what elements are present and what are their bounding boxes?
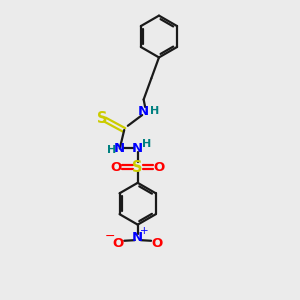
Text: O: O [154,160,165,173]
Text: H: H [107,145,116,155]
Text: N: N [132,142,143,155]
Text: O: O [152,237,163,250]
Text: H: H [150,106,160,116]
Text: N: N [132,231,143,244]
Text: −: − [105,230,116,243]
Text: +: + [140,226,148,236]
Text: H: H [142,139,151,149]
Text: O: O [110,160,122,173]
Text: N: N [138,105,149,118]
Text: O: O [112,237,124,250]
Text: N: N [114,142,125,155]
Text: S: S [132,160,143,175]
Text: S: S [97,111,108,126]
